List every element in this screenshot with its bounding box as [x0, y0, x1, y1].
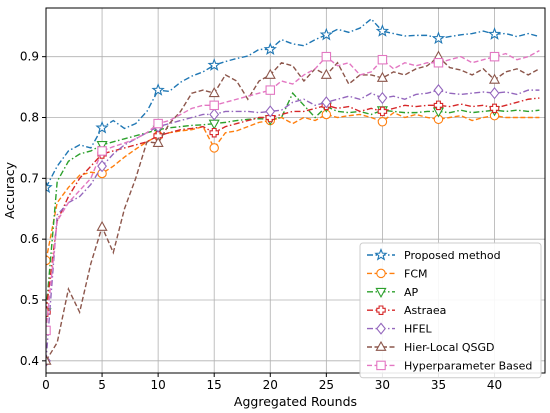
- data-point: [487, 27, 502, 40]
- data-point: [96, 140, 108, 152]
- data-point: [97, 146, 107, 156]
- data-point: [377, 91, 388, 105]
- data-point: [46, 325, 51, 336]
- x-tick-label: 15: [207, 378, 222, 392]
- series-line: [46, 17, 540, 188]
- data-point: [321, 51, 332, 62]
- series-line: [46, 55, 540, 362]
- legend-item: Hier-Local QSGD: [367, 340, 495, 354]
- y-tick-label: 0.4: [20, 354, 39, 368]
- data-point: [321, 96, 332, 109]
- data-point: [433, 100, 444, 111]
- legend-marker: [376, 268, 386, 279]
- legend-box: [359, 242, 542, 379]
- legend-label: Hyperparameter Based: [404, 359, 532, 372]
- legend-item: HFEL: [367, 322, 433, 336]
- data-point: [96, 220, 108, 231]
- data-point: [209, 127, 219, 138]
- x-tick-label: 10: [150, 378, 165, 392]
- series-line: [46, 111, 540, 261]
- data-point: [97, 160, 107, 173]
- data-point: [489, 103, 500, 114]
- data-point: [433, 83, 444, 97]
- legend-item: FCM: [367, 267, 428, 280]
- legend-label: HFEL: [404, 323, 433, 336]
- legend-marker: [375, 287, 387, 298]
- data-point: [208, 86, 220, 98]
- data-point: [433, 57, 444, 68]
- plot-frame: [45, 7, 546, 374]
- data-point: [46, 180, 53, 194]
- x-tick-label: 35: [431, 378, 446, 392]
- legend-marker: [376, 322, 386, 335]
- series-line: [46, 97, 540, 313]
- legend-label: Hier-Local QSGD: [404, 341, 495, 354]
- legend-marker: [375, 340, 387, 351]
- legend-item: Proposed method: [367, 247, 501, 262]
- data-point: [265, 85, 276, 95]
- data-point: [264, 68, 276, 79]
- legend-item: Hyperparameter Based: [367, 359, 532, 372]
- data-point: [431, 31, 446, 45]
- x-tick-label: 5: [98, 378, 106, 392]
- data-point: [376, 71, 388, 82]
- data-point: [375, 24, 390, 37]
- x-tick-label: 25: [319, 378, 334, 392]
- data-point: [151, 83, 165, 96]
- data-point: [320, 68, 332, 79]
- series-hyperparameter-based: [46, 49, 540, 336]
- legend-marker: [376, 360, 386, 371]
- data-point: [377, 117, 388, 127]
- x-tick-label: 20: [263, 378, 278, 392]
- legend-marker: [374, 247, 388, 261]
- legend: Proposed method FCM AP Astraea HFEL Hier-Loca…: [359, 242, 542, 379]
- legend-label: Astraea: [404, 304, 446, 317]
- y-tick-label: 0.8: [20, 111, 39, 125]
- series-hier-local-qsgd: [46, 50, 540, 365]
- data-point: [265, 105, 276, 118]
- data-point: [263, 42, 277, 56]
- series-line: [46, 49, 540, 331]
- x-tick-label: 40: [487, 378, 502, 392]
- series-line: [46, 89, 540, 361]
- data-point: [209, 108, 220, 121]
- x-axis-label: Aggregated Rounds: [234, 394, 357, 409]
- legend-item: Astraea: [367, 304, 446, 317]
- x-tick-label: 0: [42, 378, 50, 392]
- data-point: [488, 73, 501, 84]
- data-point: [489, 87, 500, 100]
- legend-label: Proposed method: [404, 249, 501, 262]
- series-proposed-method: [46, 17, 540, 194]
- y-tick-label: 0.5: [20, 293, 39, 307]
- y-tick-label: 0.9: [20, 50, 39, 64]
- data-point: [209, 100, 219, 111]
- data-point: [46, 354, 52, 365]
- series-layer: [46, 17, 540, 367]
- data-point: [489, 51, 500, 62]
- legend-label: AP: [404, 286, 419, 299]
- y-tick-label: 0.6: [20, 232, 39, 246]
- series-hfel: [46, 83, 540, 367]
- data-point: [207, 58, 221, 71]
- data-point: [377, 54, 388, 65]
- data-point: [377, 106, 388, 117]
- data-point: [152, 136, 164, 147]
- y-axis-label: Accuracy: [2, 161, 17, 219]
- legend-label: FCM: [404, 267, 428, 280]
- data-point: [209, 143, 219, 153]
- data-point: [319, 27, 334, 41]
- x-tick-label: 30: [375, 378, 390, 392]
- y-tick-label: 0.7: [20, 171, 39, 185]
- legend-marker: [376, 305, 386, 315]
- ticks: 0 5 10 15 20 25 30 35 40 0.4 0.5 0.6 0.7 0.8 0.9: [20, 50, 502, 392]
- data-point: [153, 118, 163, 129]
- series-line: [46, 91, 540, 313]
- legend-item: AP: [367, 286, 419, 299]
- data-point: [95, 120, 109, 134]
